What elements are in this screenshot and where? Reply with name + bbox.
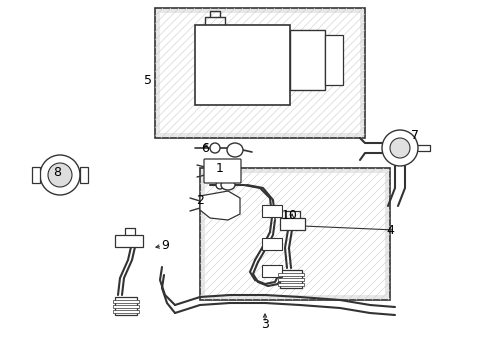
Text: 10: 10 [282, 208, 297, 221]
Bar [113, 300, 139, 303]
Text: 1: 1 [216, 162, 224, 175]
Bar [195, 25, 289, 105]
Bar [280, 218, 305, 230]
Ellipse shape [216, 181, 224, 189]
Bar [200, 168, 389, 300]
Bar [278, 283, 304, 286]
Bar [204, 173, 384, 295]
Bar [278, 273, 304, 276]
Ellipse shape [221, 180, 235, 190]
Bar [113, 305, 139, 308]
Polygon shape [200, 191, 240, 220]
Bar [262, 265, 282, 277]
Ellipse shape [226, 143, 243, 157]
Text: 9: 9 [161, 239, 168, 252]
Bar [32, 167, 40, 183]
Ellipse shape [209, 143, 220, 153]
Bar [289, 30, 325, 90]
Bar [155, 8, 364, 138]
Bar [115, 235, 142, 247]
Text: 6: 6 [201, 141, 208, 154]
Circle shape [389, 138, 409, 158]
Bar [80, 167, 88, 183]
Text: 3: 3 [261, 319, 268, 332]
Bar [160, 13, 359, 133]
Text: 5: 5 [143, 73, 152, 86]
Text: 8: 8 [53, 166, 61, 179]
Text: 7: 7 [410, 129, 418, 141]
Circle shape [381, 130, 417, 166]
Text: 2: 2 [196, 194, 203, 207]
Bar [115, 297, 137, 315]
FancyBboxPatch shape [203, 159, 241, 183]
Circle shape [48, 163, 72, 187]
Circle shape [40, 155, 80, 195]
Bar [325, 35, 342, 85]
Bar [278, 278, 304, 281]
Bar [262, 205, 282, 217]
Bar [262, 238, 282, 250]
Text: 4: 4 [385, 224, 393, 237]
Bar [113, 310, 139, 313]
Bar [280, 270, 302, 288]
